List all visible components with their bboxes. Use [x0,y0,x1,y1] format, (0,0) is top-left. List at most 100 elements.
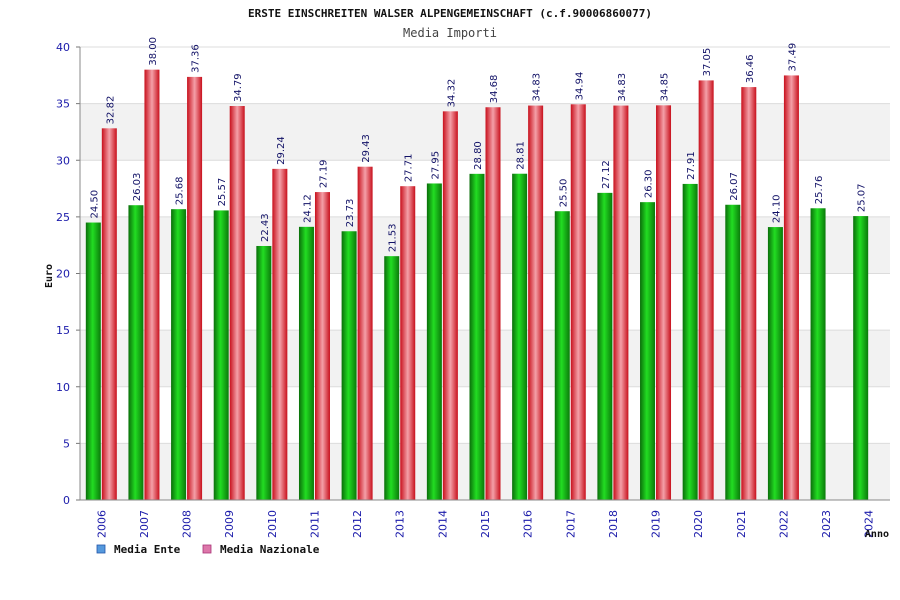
value-label: 36.46 [745,54,756,83]
bar-media-nazionale [442,111,458,501]
value-label: 29.43 [361,134,372,163]
x-tick-label: 2007 [138,510,151,538]
value-label: 28.80 [473,141,484,170]
bar-media-ente [554,211,570,500]
value-label: 38.00 [148,37,159,66]
bar-media-nazionale [272,168,288,500]
chart-title: ERSTE EINSCHREITEN WALSER ALPENGEMEINSCH… [248,7,652,20]
value-label: 26.30 [644,170,655,199]
bar-media-ente [469,173,485,500]
legend-label-media-nazionale: Media Nazionale [220,543,320,556]
value-labels: 24.50 32.82 26.03 38.00 25.68 37.36 25.57 34.79… [89,37,867,252]
value-label: 27.95 [430,151,441,180]
x-tick-label: 2011 [308,510,321,538]
y-tick-label: 35 [56,98,70,111]
x-tick-label: 2017 [564,510,577,538]
x-tick-label: 2018 [607,510,620,538]
value-label: 26.07 [729,172,740,201]
bar-media-ente [853,216,869,500]
value-label: 37.05 [702,48,713,77]
bar-media-ente [171,209,187,500]
value-label: 34.68 [489,75,500,104]
value-label: 34.32 [446,79,457,108]
value-label: 22.43 [260,213,271,242]
x-tick-label: 2020 [692,510,705,538]
bar-media-ente [426,183,442,500]
y-tick-label: 0 [63,494,70,507]
x-axis-label: Anno [865,529,889,540]
x-tick-label: 2022 [777,510,790,538]
value-label: 21.53 [388,224,399,253]
bar-media-nazionale [698,80,714,500]
value-label: 29.24 [276,136,287,165]
chart-subtitle: Media Importi [403,26,497,40]
value-label: 37.36 [191,44,202,73]
x-tick-label: 2012 [351,510,364,538]
value-label: 27.12 [601,160,612,189]
y-tick-label: 40 [56,41,70,54]
axes: 0 5 10 15 20 25 30 35 40 2006 2007 2008 2009 2010 2011… [56,41,890,538]
bar-media-nazionale [485,107,501,501]
value-label: 25.50 [558,179,569,208]
bar-media-ente [384,256,400,500]
value-label: 34.85 [660,73,671,102]
value-label: 34.94 [574,72,585,101]
value-label: 34.83 [532,73,543,102]
x-tick-label: 2014 [436,510,449,538]
y-tick-label: 10 [56,381,70,394]
y-tick-label: 20 [56,268,70,281]
x-tick-label: 2008 [181,510,194,538]
y-tick-label: 15 [56,324,70,337]
value-label: 28.81 [516,141,527,170]
value-label: 27.71 [404,154,415,183]
y-tick-label: 25 [56,211,70,224]
value-label: 25.57 [217,178,228,207]
x-tick-label: 2015 [479,510,492,538]
value-label: 24.50 [89,190,100,219]
x-tick-label: 2023 [820,510,833,538]
x-tick-label: 2019 [650,510,663,538]
bar-media-ente [298,226,314,500]
value-label: 27.91 [686,151,697,180]
bar-media-nazionale [229,106,245,501]
x-tick-label: 2016 [522,510,535,538]
bar-media-nazionale [783,75,799,500]
y-tick-label: 5 [63,437,70,450]
bar-media-nazionale [101,128,117,500]
value-label: 25.76 [814,176,825,205]
bar-media-nazionale [144,69,160,501]
y-tick-label: 30 [56,154,70,167]
bars [85,69,869,501]
value-label: 34.79 [233,73,244,102]
bar-media-nazionale [528,105,544,501]
x-tick-label: 2021 [735,510,748,538]
bar-media-ente [810,208,826,500]
bar-media-nazionale [314,192,330,501]
bar-media-ente [256,245,272,500]
value-label: 25.07 [857,183,868,212]
bar-media-ente [85,222,101,500]
bar-media-nazionale [400,186,416,500]
bar-media-nazionale [187,76,203,500]
value-label: 25.68 [175,177,186,206]
x-tick-label: 2024 [863,510,876,538]
legend-label-media-ente: Media Ente [114,543,181,556]
bar-media-nazionale [656,105,672,500]
bar-media-ente [128,205,144,500]
bar-media-ente [682,183,698,500]
value-label: 37.49 [787,43,798,72]
legend: Media Ente Media Nazionale [96,543,320,556]
x-tick-label: 2006 [95,510,108,538]
x-tick-label: 2010 [266,510,279,538]
bar-media-ente [640,202,656,500]
bar-media-ente [213,210,229,501]
bar-media-nazionale [357,166,373,500]
bar-media-ente [767,227,783,500]
legend-swatch-media-ente [96,544,106,554]
bar-media-nazionale [570,104,586,500]
x-tick-label: 2013 [394,510,407,538]
value-label: 32.82 [105,96,116,125]
bar-media-nazionale [613,105,629,501]
bar-media-ente [512,173,528,500]
